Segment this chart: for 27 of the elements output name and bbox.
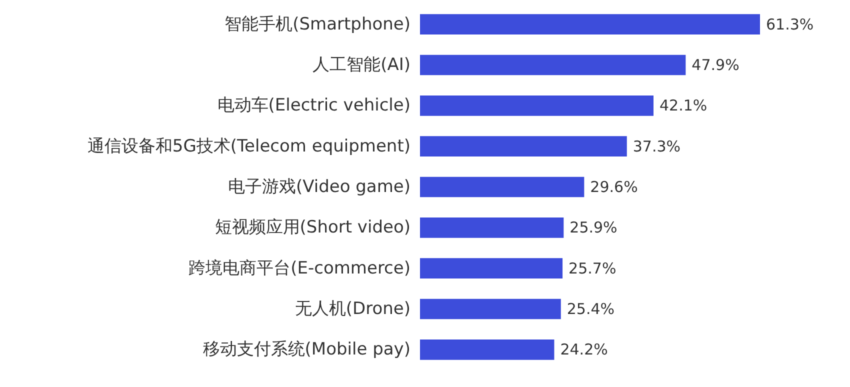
bar xyxy=(420,298,561,320)
y-tick-label: 无人机(Drone) xyxy=(294,299,410,319)
bar xyxy=(420,258,563,278)
bar xyxy=(420,14,760,34)
data-label: 25.9% xyxy=(570,218,618,237)
bar xyxy=(420,218,564,238)
data-label: 47.9% xyxy=(692,56,740,74)
data-label: 24.2% xyxy=(560,340,608,359)
bar xyxy=(420,96,654,116)
y-tick-label: 电动车(Electric vehicle) xyxy=(217,96,410,116)
data-label: 25.4% xyxy=(566,300,615,318)
y-tick-label: 通信设备和5G技术(Telecom equipment) xyxy=(87,136,410,156)
data-label: 37.3% xyxy=(632,137,681,156)
y-tick-label: 电子游戏(Video game) xyxy=(228,177,410,197)
bar xyxy=(420,176,584,198)
bar xyxy=(420,54,686,76)
bar xyxy=(420,340,554,360)
bar xyxy=(420,136,627,156)
y-tick-label: 跨境电商平台(E-commerce) xyxy=(188,258,410,278)
y-tick-label: 短视频应用(Short video) xyxy=(214,218,410,238)
data-label: 25.7% xyxy=(568,259,616,278)
y-tick-label: 移动支付系统(Mobile pay) xyxy=(202,340,410,360)
data-label: 42.1% xyxy=(660,96,708,115)
data-label: 61.3% xyxy=(766,15,814,34)
data-label: 29.6% xyxy=(590,178,638,196)
y-tick-label: 人工智能(AI) xyxy=(312,55,410,75)
y-tick-label: 智能手机(Smartphone) xyxy=(224,14,410,34)
